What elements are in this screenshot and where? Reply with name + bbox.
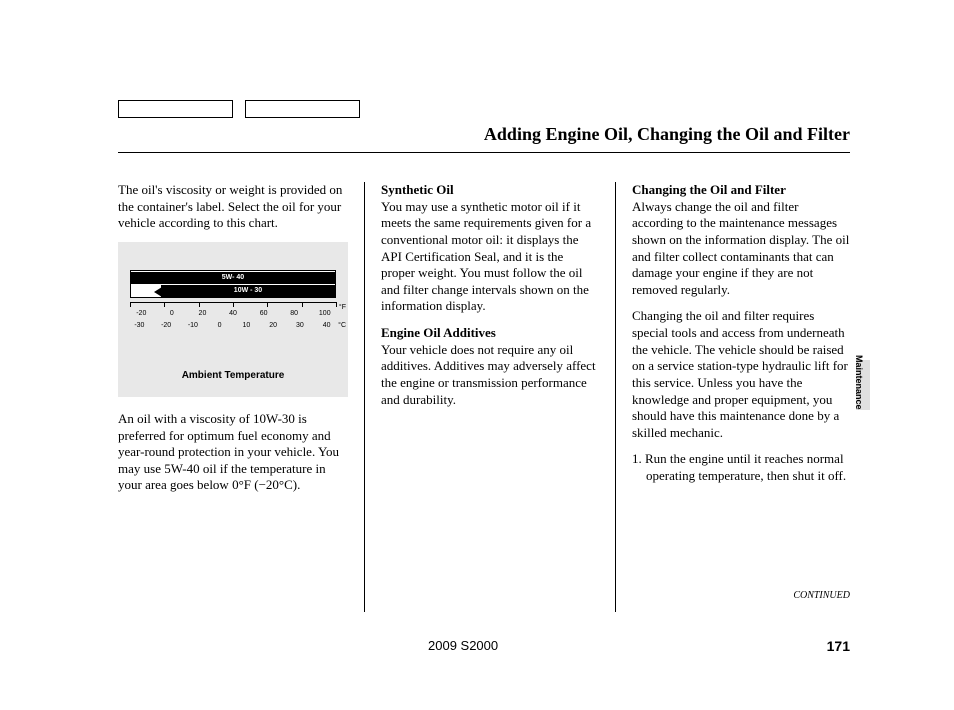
arrow-right-icon <box>334 287 336 297</box>
viscosity-chart: 5W- 40 10W - 30 <box>118 242 348 397</box>
synthetic-oil-heading: Synthetic Oil <box>381 182 454 197</box>
nav-box-2[interactable] <box>245 100 360 118</box>
footer-model: 2009 S2000 <box>428 638 498 653</box>
changing-oil-heading: Changing the Oil and Filter <box>632 182 786 197</box>
changing-oil-p2: Changing the oil and filter requires spe… <box>632 308 850 441</box>
additives-heading: Engine Oil Additives <box>381 325 496 340</box>
chart-scale-f: -200 2040 6080 100 <box>126 310 340 319</box>
synthetic-oil-body: You may use a synthetic motor oil if it … <box>381 199 591 314</box>
content-columns: The oil's viscosity or weight is provide… <box>118 182 850 612</box>
nav-box-1[interactable] <box>118 100 233 118</box>
changing-oil-p1: Always change the oil and filter accordi… <box>632 199 849 297</box>
chart-caption: Ambient Temperature <box>118 370 348 383</box>
arrow-left-icon <box>154 287 162 297</box>
bar-5w40-label: 5W- 40 <box>132 274 334 283</box>
footer-page-number: 171 <box>827 638 850 654</box>
arrow-right-icon <box>334 274 336 284</box>
column-separator <box>364 182 365 612</box>
title-rule <box>118 152 850 153</box>
chart-ticks <box>130 302 336 308</box>
chart-scale-c: -30-20 -100 1020 3040 <box>126 322 340 331</box>
bar-10w30: 10W - 30 <box>161 285 335 297</box>
column-1: The oil's viscosity or weight is provide… <box>118 182 348 612</box>
additives-section: Engine Oil Additives Your vehicle does no… <box>381 325 599 408</box>
step-1: 1. Run the engine until it reaches norma… <box>632 451 850 484</box>
changing-oil-section: Changing the Oil and Filter Always change… <box>632 182 850 298</box>
column-separator <box>615 182 616 612</box>
column-3: Changing the Oil and Filter Always change… <box>632 182 850 612</box>
unit-f: °F <box>339 304 346 313</box>
page-title: Adding Engine Oil, Changing the Oil and … <box>484 124 850 145</box>
section-tab-label: Maintenance <box>854 355 864 410</box>
additives-body: Your vehicle does not require any oil ad… <box>381 342 596 407</box>
changing-oil-steps: 1. Run the engine until it reaches norma… <box>632 451 850 484</box>
continued-marker: CONTINUED <box>793 590 850 601</box>
unit-c: °C <box>338 322 346 331</box>
bar-10w30-label: 10W - 30 <box>162 287 334 296</box>
nav-link-boxes <box>118 100 368 123</box>
synthetic-oil-section: Synthetic Oil You may use a synthetic mot… <box>381 182 599 315</box>
col1-recommendation: An oil with a viscosity of 10W-30 is pre… <box>118 411 348 494</box>
column-2: Synthetic Oil You may use a synthetic mot… <box>381 182 599 612</box>
bar-5w40: 5W- 40 <box>131 272 335 284</box>
col1-intro: The oil's viscosity or weight is provide… <box>118 182 348 232</box>
chart-bar-frame: 5W- 40 10W - 30 <box>130 270 336 298</box>
